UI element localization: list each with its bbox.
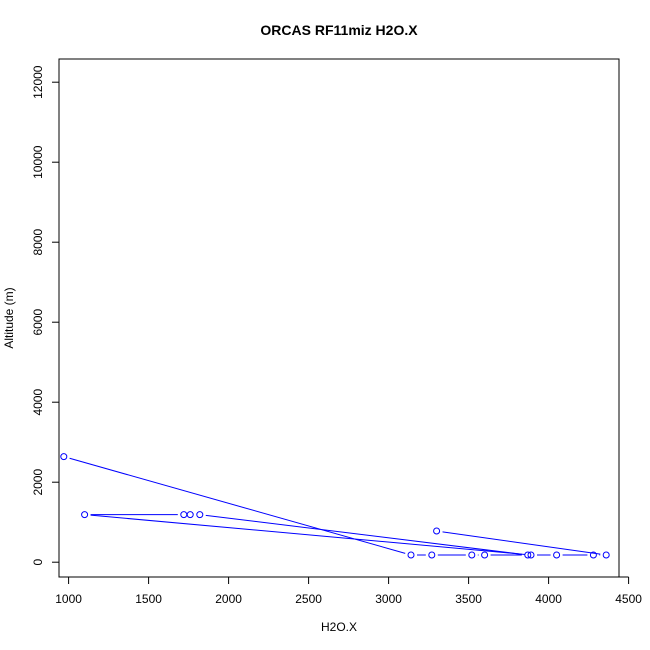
data-point [524, 551, 532, 559]
data-point [180, 511, 188, 519]
x-tick-label: 4000 [535, 592, 562, 606]
data-point [60, 453, 68, 461]
y-tick-label: 10000 [31, 145, 45, 179]
data-series [60, 453, 610, 559]
data-point [481, 551, 489, 559]
data-point [428, 551, 436, 559]
data-point [196, 511, 204, 519]
y-tick-label: 6000 [31, 309, 45, 336]
data-point [553, 551, 561, 559]
x-axis: 1000 1500 2000 2500 3000 3500 4000 4500 [55, 576, 642, 606]
x-tick-label: 3500 [455, 592, 482, 606]
series-segment [69, 457, 406, 554]
data-point [186, 511, 194, 519]
y-tick-label: 4000 [31, 389, 45, 416]
x-axis-label: H2O.X [321, 620, 357, 634]
y-tick-label: 2000 [31, 469, 45, 496]
data-point [602, 551, 610, 559]
y-axis: 0 2000 4000 6000 8000 10000 12000 [31, 65, 60, 566]
data-point [589, 551, 597, 559]
plot-area [58, 58, 620, 578]
chart-title: ORCAS RF11miz H2O.X [260, 22, 418, 38]
data-point [433, 527, 441, 535]
y-tick-label: 8000 [31, 229, 45, 256]
x-tick-label: 1500 [135, 592, 162, 606]
y-tick-label: 0 [31, 559, 45, 566]
x-tick-label: 2000 [215, 592, 242, 606]
data-point [81, 511, 89, 519]
x-tick-label: 4500 [615, 592, 642, 606]
y-axis-label: Altitude (m) [2, 287, 16, 348]
series-segment [90, 514, 526, 555]
data-point [468, 551, 476, 559]
data-point [407, 551, 415, 559]
x-tick-label: 2500 [295, 592, 322, 606]
x-tick-label: 3000 [375, 592, 402, 606]
y-tick-label: 12000 [31, 65, 45, 99]
data-point [527, 551, 535, 559]
series-segment [442, 531, 601, 555]
x-tick-label: 1000 [55, 592, 82, 606]
series-segment [205, 514, 522, 555]
